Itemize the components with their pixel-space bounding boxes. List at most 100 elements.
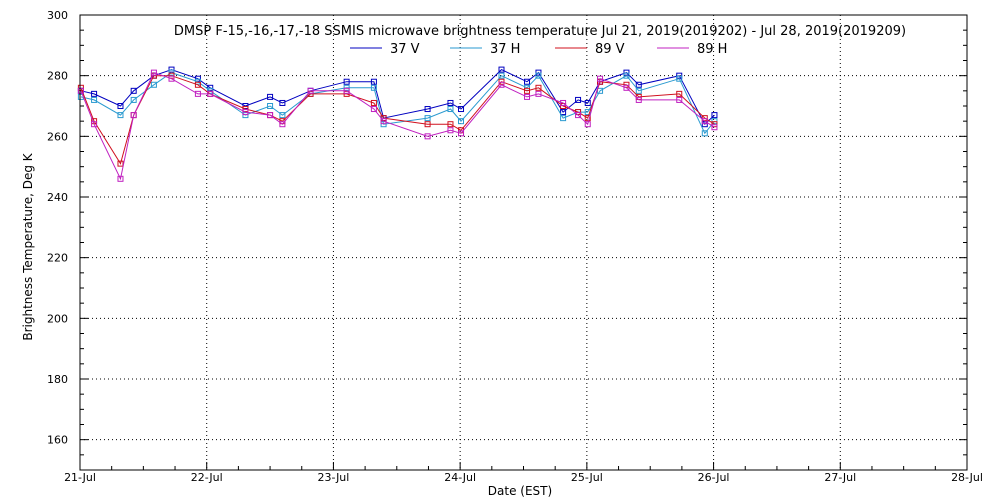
data-point-89-v [424, 121, 431, 128]
data-point-37-v [130, 87, 137, 94]
data-point-89-h [267, 112, 274, 119]
data-point-89-h [307, 87, 314, 94]
series-89-h [77, 69, 718, 182]
data-point-89-h [168, 75, 175, 82]
y-tick-label: 220 [47, 252, 68, 265]
data-point-37-h [560, 115, 567, 122]
y-tick-label: 260 [47, 130, 68, 143]
data-point-89-h [584, 121, 591, 128]
legend-label-89-h: 89 H [697, 42, 727, 57]
data-point-89-h [194, 90, 201, 97]
legend-label-37-v: 37 V [390, 42, 420, 57]
x-tick-label: 26-Jul [698, 471, 730, 484]
data-point-37-v [267, 93, 274, 100]
data-point-37-h [535, 72, 542, 79]
data-point-37-v [447, 99, 454, 106]
data-point-89-h [535, 90, 542, 97]
data-point-89-h [343, 87, 350, 94]
data-point-89-h [150, 69, 157, 76]
x-tick-label: 28-Jul [951, 471, 983, 484]
data-point-37-h [447, 106, 454, 113]
data-point-37-h [597, 87, 604, 94]
y-tick-label: 240 [47, 191, 68, 204]
data-point-37-h [91, 96, 98, 103]
y-tick-label: 200 [47, 312, 68, 325]
data-point-37-v [117, 103, 124, 109]
data-point-37-v [343, 78, 350, 85]
data-point-37-v [676, 72, 683, 79]
data-point-37-h [130, 96, 137, 103]
data-point-37-v [584, 99, 591, 106]
legend: 37 V 37 H 89 V 89 H [350, 42, 727, 57]
data-point-37-h [635, 87, 642, 94]
data-point-37-v [623, 69, 630, 76]
y-axis-label: Brightness Temperature, Deg K [21, 152, 35, 340]
data-point-37-v [370, 78, 377, 85]
data-point-37-h [150, 81, 157, 88]
data-point-37-h [701, 130, 708, 137]
data-point-37-v [711, 112, 718, 119]
data-point-37-h [370, 84, 377, 91]
x-tick-label: 22-Jul [191, 471, 223, 484]
plot-frame [79, 14, 968, 471]
data-point-89-v [447, 121, 454, 128]
data-point-89-h [524, 93, 531, 100]
data-point-89-v [168, 72, 175, 79]
data-point-89-h [447, 127, 454, 134]
x-tick-label: 27-Jul [824, 471, 856, 484]
y-tick-label: 160 [47, 434, 68, 447]
x-tick-label: 25-Jul [571, 471, 603, 484]
data-point-89-v [242, 106, 249, 113]
data-point-37-h [424, 115, 431, 122]
tick-labels: 21-Jul 22-Jul 23-Jul 24-Jul 25-Jul 26-Jul 27-J… [47, 9, 983, 484]
data-point-37-h [279, 112, 286, 119]
data-point-37-h [676, 75, 683, 82]
data-point-89-h [575, 112, 582, 119]
y-tick-label: 300 [47, 9, 68, 22]
x-tick-label: 24-Jul [444, 471, 476, 484]
y-tick-label: 180 [47, 373, 68, 386]
data-point-37-v [458, 106, 465, 113]
series-layer [77, 66, 718, 182]
data-point-89-h [711, 124, 718, 131]
data-point-89-v [194, 81, 201, 88]
data-point-89-v [498, 78, 505, 85]
x-tick-label: 23-Jul [317, 471, 349, 484]
data-point-89-h [498, 81, 505, 88]
data-point-89-h [623, 84, 630, 91]
data-point-89-v [77, 84, 84, 91]
data-point-89-h [117, 175, 124, 182]
data-point-37-v [498, 66, 505, 73]
data-point-89-h [242, 109, 249, 116]
legend-label-37-h: 37 H [490, 42, 520, 57]
data-point-37-v [424, 106, 431, 113]
data-point-37-v [524, 78, 531, 85]
data-point-89-v [584, 115, 591, 122]
data-point-37-h [458, 118, 465, 125]
data-point-37-h [498, 72, 505, 79]
data-point-37-v [560, 109, 567, 116]
data-point-89-v [370, 99, 377, 106]
data-point-37-v [635, 81, 642, 88]
data-point-89-h [597, 75, 604, 82]
data-point-89-v [524, 87, 531, 94]
data-point-37-v [91, 90, 98, 97]
data-point-89-h [635, 96, 642, 103]
data-point-37-h [117, 112, 124, 119]
data-point-89-h [77, 87, 84, 94]
data-point-37-v [575, 96, 582, 103]
data-point-89-h [458, 130, 465, 137]
x-tick-label: 21-Jul [64, 471, 96, 484]
data-point-89-h [560, 99, 567, 106]
data-point-37-h [623, 72, 630, 79]
data-point-89-h [380, 118, 387, 125]
data-point-89-h [676, 96, 683, 103]
data-point-37-h [168, 69, 175, 76]
y-tick-label: 280 [47, 70, 68, 83]
data-point-89-h [207, 90, 214, 97]
data-point-89-v [117, 160, 124, 167]
data-point-89-h [701, 118, 708, 125]
data-point-89-h [279, 121, 286, 128]
